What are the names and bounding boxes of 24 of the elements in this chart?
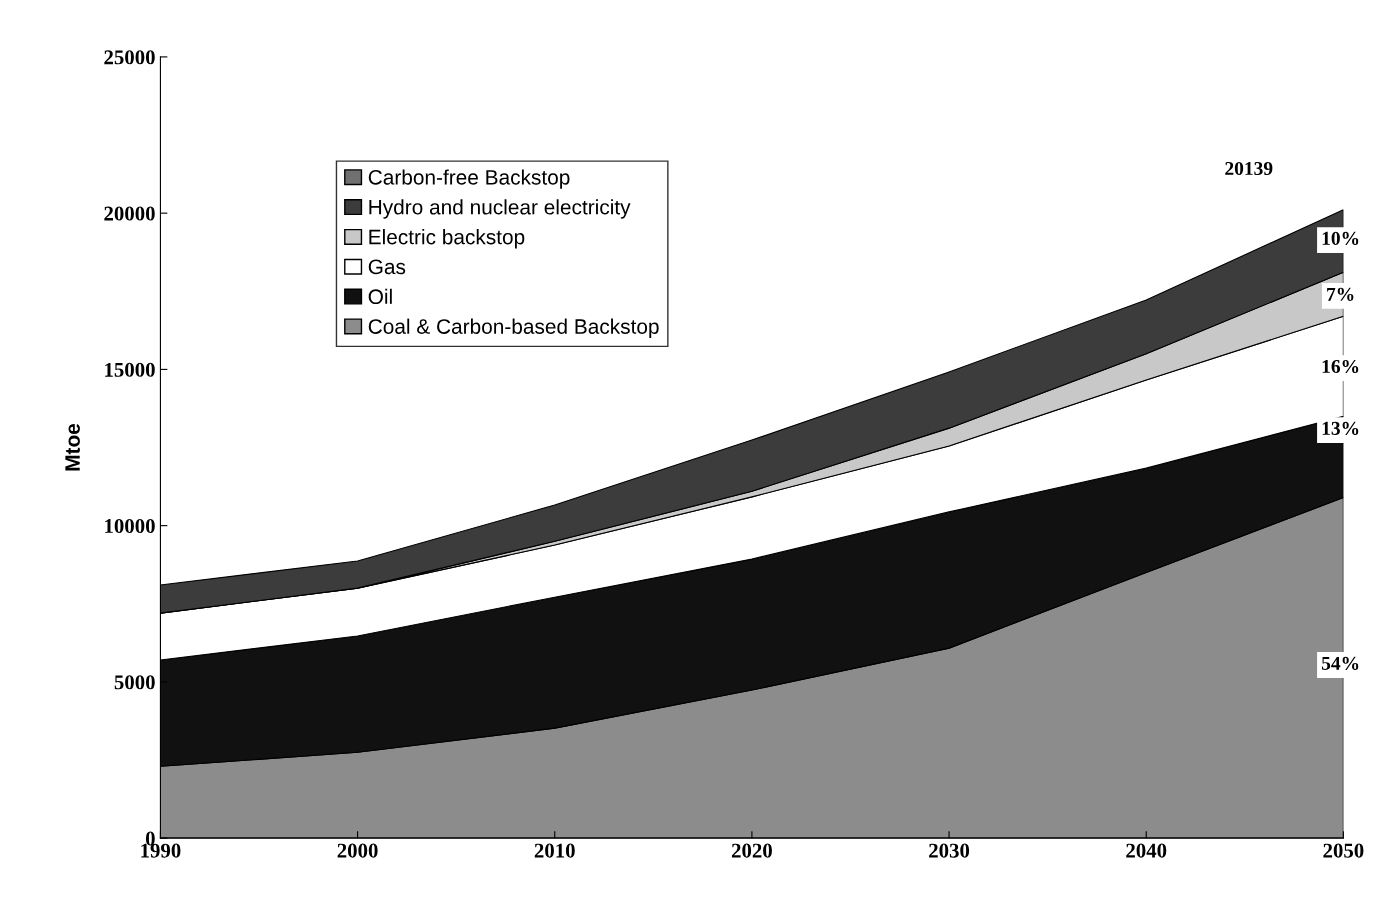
y-tick-label: 20000: [104, 206, 155, 221]
x-tick-label: 2030: [929, 843, 970, 858]
annotation: 13%: [1322, 421, 1359, 435]
legend-label: Carbon-free Backstop: [368, 169, 570, 189]
annotation: 16%: [1322, 359, 1359, 374]
y-tick-label: 5000: [114, 675, 155, 690]
y-tick-label: 25000: [104, 50, 155, 65]
x-tick-label: 2040: [1126, 843, 1167, 858]
x-tick-label: 2050: [1323, 843, 1364, 858]
x-tick-label: 2020: [731, 843, 772, 858]
y-axis-title: Mtoe: [65, 423, 80, 471]
legend-label: Oil: [368, 288, 392, 305]
y-tick-label: 10000: [105, 519, 155, 534]
annotation: 7%: [1327, 287, 1354, 301]
annotation: 10%: [1322, 231, 1359, 245]
annotation: 20139: [1225, 161, 1273, 176]
legend-label: Electric backstop: [369, 229, 525, 249]
x-tick-label: 2000: [337, 843, 378, 858]
legend-label: Hydro and nuclear electricity: [369, 199, 631, 219]
x-tick-label: 2010: [534, 843, 575, 858]
annotation: 54%: [1321, 656, 1359, 670]
y-tick-label: 15000: [105, 362, 155, 377]
legend-label: Coal & Carbon-based Backstop: [368, 318, 659, 339]
legend-label: Gas: [368, 259, 406, 275]
